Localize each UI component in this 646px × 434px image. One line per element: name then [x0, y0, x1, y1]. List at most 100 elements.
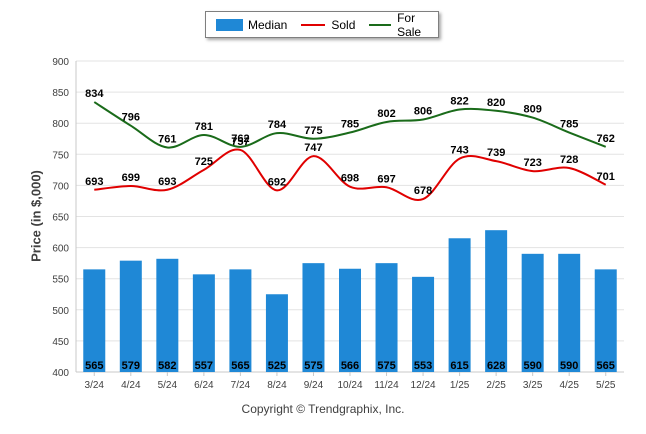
median-bar-value: 565	[231, 360, 249, 372]
median-bar	[594, 269, 617, 372]
median-bar-value: 557	[195, 360, 213, 372]
for-sale-line	[93, 101, 607, 149]
for-sale-data-label: 802	[377, 108, 395, 120]
for-sale-data-label: 762	[231, 133, 249, 145]
y-tick-label: 400	[52, 368, 69, 379]
median-bar-value: 553	[414, 360, 432, 372]
for-sale-data-label: 809	[523, 104, 541, 116]
x-tick-label: 5/24	[158, 380, 178, 391]
sold-data-label: 697	[377, 173, 395, 185]
sold-data-label: 692	[268, 176, 286, 188]
legend-label-median: Median	[248, 17, 288, 32]
legend-swatch-median	[216, 18, 243, 31]
median-bar	[521, 253, 544, 372]
for-sale-data-label: 762	[597, 133, 615, 145]
sold-data-label: 699	[122, 172, 140, 184]
y-tick-label: 900	[52, 57, 69, 68]
legend-item-median: Median	[216, 18, 287, 32]
for-sale-data-label: 781	[195, 121, 213, 133]
sold-data-label: 739	[487, 147, 505, 159]
chart-legend: Median Sold For Sale	[205, 11, 439, 39]
sold-data-label: 693	[85, 176, 103, 188]
legend-item-for-sale: For Sale	[369, 11, 438, 39]
sold-data-label: 678	[414, 185, 432, 197]
median-bar-value: 628	[487, 360, 505, 372]
x-tick-label: 11/24	[374, 380, 399, 391]
x-tick-label: 9/24	[304, 380, 324, 391]
sold-data-label: 698	[341, 173, 359, 185]
median-bar	[119, 260, 142, 372]
y-tick-label: 700	[52, 181, 69, 192]
sold-data-label: 743	[450, 145, 468, 157]
y-tick-label: 850	[52, 88, 69, 99]
sold-data-label: 693	[158, 176, 176, 188]
for-sale-data-label: 775	[304, 125, 322, 137]
median-bar	[558, 253, 581, 372]
sold-data-label: 728	[560, 154, 578, 166]
for-sale-data-label: 785	[560, 119, 578, 131]
median-bar-value: 579	[122, 360, 140, 372]
median-bar	[448, 238, 471, 372]
for-sale-data-label: 761	[158, 133, 176, 145]
for-sale-data-label: 796	[122, 112, 140, 124]
sold-data-label: 747	[304, 142, 322, 154]
legend-item-sold: Sold	[301, 18, 355, 32]
y-tick-label: 450	[52, 337, 69, 348]
median-bar	[229, 269, 252, 372]
x-tick-label: 5/25	[596, 380, 616, 391]
x-tick-label: 3/24	[85, 380, 105, 391]
y-tick-label: 650	[52, 213, 69, 224]
y-tick-label: 800	[52, 119, 69, 130]
x-tick-label: 7/24	[231, 380, 251, 391]
for-sale-data-label: 806	[414, 105, 432, 117]
x-tick-label: 4/24	[121, 380, 141, 391]
sold-data-label: 701	[597, 171, 615, 183]
median-bar	[265, 294, 288, 372]
y-tick-label: 750	[52, 150, 69, 161]
for-sale-data-label: 822	[450, 96, 468, 108]
y-axis-label: Price (in $,000)	[28, 170, 44, 262]
sold-data-label: 757	[231, 136, 249, 148]
copyright-footer: Copyright © Trendgraphix, Inc.	[241, 402, 405, 416]
x-tick-label: 4/25	[559, 380, 579, 391]
for-sale-data-label: 834	[85, 88, 104, 100]
legend-swatch-for-sale	[369, 23, 392, 26]
for-sale-data-label: 820	[487, 97, 505, 109]
median-bar	[485, 230, 508, 372]
median-bar-value: 525	[268, 360, 286, 372]
median-bar-value: 590	[560, 360, 578, 372]
median-bar	[412, 276, 435, 372]
x-tick-label: 1/25	[450, 380, 470, 391]
median-bar	[83, 269, 106, 372]
legend-label-for-sale: For Sale	[397, 10, 422, 39]
median-bar	[302, 263, 325, 372]
x-tick-label: 6/24	[194, 380, 214, 391]
median-bar	[375, 263, 398, 372]
sold-data-label: 723	[523, 157, 541, 169]
x-tick-label: 10/24	[337, 380, 362, 391]
y-tick-label: 500	[52, 306, 69, 317]
median-bar	[339, 268, 361, 372]
x-tick-label: 8/24	[267, 380, 287, 391]
median-bar-value: 565	[597, 360, 615, 372]
legend-swatch-sold	[301, 23, 326, 26]
median-bar	[156, 258, 179, 372]
sold-data-label: 725	[195, 156, 213, 168]
x-tick-label: 2/25	[486, 380, 506, 391]
median-bar	[192, 274, 215, 372]
x-tick-label: 3/25	[523, 380, 543, 391]
y-tick-label: 550	[52, 275, 69, 286]
median-bar-value: 575	[377, 360, 395, 372]
median-bar-value: 566	[341, 360, 359, 372]
median-bar-value: 575	[304, 360, 322, 372]
legend-label-sold: Sold	[331, 17, 356, 32]
y-tick-label: 600	[52, 244, 69, 255]
median-bar-value: 590	[523, 360, 541, 372]
median-bar-value: 582	[158, 360, 176, 372]
sold-line	[94, 148, 607, 202]
median-bar-value: 615	[450, 360, 468, 372]
for-sale-data-label: 785	[341, 119, 359, 131]
x-tick-label: 12/24	[411, 380, 436, 391]
